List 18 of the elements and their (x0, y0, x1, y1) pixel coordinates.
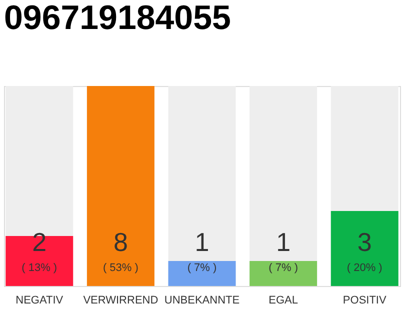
x-tick-label: NEGATIV (16, 294, 64, 306)
bar (250, 261, 318, 286)
data-label: 2 (32, 227, 47, 257)
annotation: ( 20% ) (346, 262, 382, 274)
annotation: ( 7% ) (187, 262, 217, 274)
data-label: 8 (113, 227, 128, 257)
x-tick-label: EGAL (268, 294, 298, 306)
x-tick-label: POSITIV (342, 294, 387, 306)
data-label: 1 (276, 227, 291, 257)
x-tick-label: VERWIRREND (83, 294, 158, 306)
chart-title: 096719184055 (4, 0, 231, 37)
x-tick-label: UNBEKANNTE (164, 294, 240, 306)
annotation: ( 13% ) (22, 262, 58, 274)
data-label: 1 (194, 227, 210, 257)
annotation: ( 7% ) (268, 262, 298, 274)
bar (168, 261, 236, 286)
annotation: ( 53% ) (102, 262, 138, 274)
data-label: 3 (357, 227, 372, 257)
